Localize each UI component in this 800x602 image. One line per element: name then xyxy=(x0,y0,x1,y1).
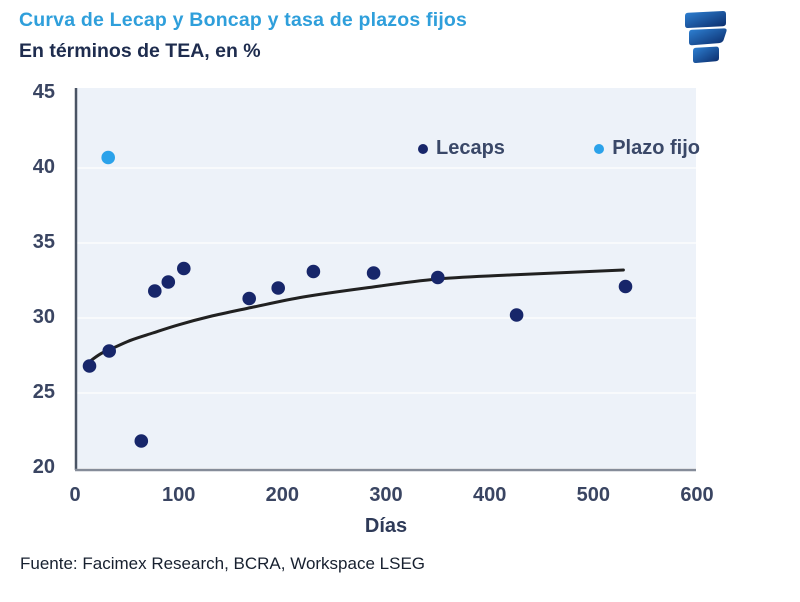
facimex-logo-icon xyxy=(685,10,727,64)
data-point-lecaps xyxy=(366,266,381,280)
chart-title: Curva de Lecap y Boncap y tasa de plazos… xyxy=(19,9,468,31)
y-tick-label: 35 xyxy=(32,231,55,253)
x-axis-title: Días xyxy=(364,515,408,537)
y-tick-label: 20 xyxy=(32,456,55,478)
legend-item-plazo-fijo: Plazo fijo xyxy=(594,137,700,160)
data-point-lecaps xyxy=(148,284,162,298)
source-note: Fuente: Facimex Research, BCRA, Workspac… xyxy=(20,554,426,573)
data-point-plazo-fijo xyxy=(101,150,115,165)
plazo-fijo-dot-icon xyxy=(594,143,605,154)
y-tick-label: 25 xyxy=(32,381,55,403)
x-tick-label: 200 xyxy=(265,484,300,506)
data-point-lecaps xyxy=(161,275,176,289)
data-point-lecaps xyxy=(134,434,149,448)
chart-subtitle: En términos de TEA, en % xyxy=(19,40,261,62)
x-tick-label: 300 xyxy=(369,484,403,506)
x-tick-label: 100 xyxy=(161,484,196,506)
data-point-lecaps xyxy=(509,308,524,322)
data-point-lecaps xyxy=(431,270,445,285)
data-point-lecaps xyxy=(102,344,116,358)
x-tick-label: 600 xyxy=(680,484,714,506)
data-point-lecaps xyxy=(618,279,633,294)
data-point-lecaps xyxy=(306,264,321,279)
plot-background xyxy=(77,88,696,468)
y-tick-label: 45 xyxy=(32,81,55,103)
legend-item-lecaps: Lecaps xyxy=(418,137,505,160)
data-point-lecaps xyxy=(242,291,256,306)
x-tick-label: 400 xyxy=(472,484,507,506)
y-tick-label: 30 xyxy=(32,306,55,328)
data-point-lecaps xyxy=(271,281,286,295)
x-tick-label: 0 xyxy=(69,484,81,506)
y-tick-label: 40 xyxy=(32,156,55,178)
plot-legend: Lecaps Plazo fijo xyxy=(418,137,700,160)
lecaps-dot-icon xyxy=(418,143,428,154)
legend-label: Lecaps xyxy=(436,137,505,159)
legend-label: Plazo fijo xyxy=(612,137,700,159)
data-point-lecaps xyxy=(82,359,97,373)
x-tick-label: 500 xyxy=(576,484,611,506)
data-point-lecaps xyxy=(177,261,191,276)
